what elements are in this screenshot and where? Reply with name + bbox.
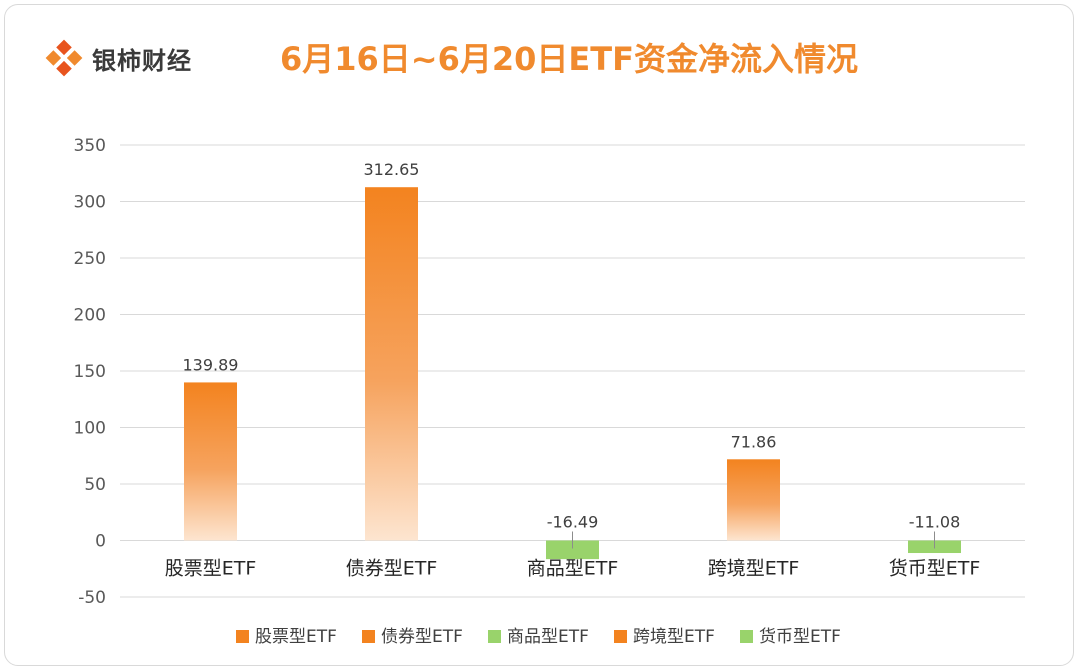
legend-label: 跨境型ETF bbox=[633, 627, 715, 647]
bar-1 bbox=[184, 382, 237, 541]
legend-label: 商品型ETF bbox=[507, 627, 589, 647]
category-label: 跨境型ETF bbox=[708, 558, 800, 580]
y-tick-label: 300 bbox=[74, 193, 106, 213]
bar-2 bbox=[365, 187, 418, 541]
category-label: 股票型ETF bbox=[165, 558, 257, 580]
brand-logo: 银柿财经 bbox=[44, 38, 192, 78]
data-label: -16.49 bbox=[547, 513, 599, 532]
chart-frame bbox=[4, 4, 1074, 666]
data-label: 139.89 bbox=[183, 355, 239, 374]
legend-swatch bbox=[236, 630, 249, 643]
y-tick-label: 0 bbox=[95, 532, 106, 552]
data-label: -11.08 bbox=[909, 513, 961, 532]
category-label: 债券型ETF bbox=[346, 558, 438, 580]
y-tick-label: 200 bbox=[74, 306, 106, 326]
category-label: 货币型ETF bbox=[889, 558, 981, 580]
bar-4 bbox=[727, 459, 780, 541]
y-tick-label: 100 bbox=[74, 419, 106, 439]
data-label: 312.65 bbox=[364, 160, 420, 179]
legend-label: 股票型ETF bbox=[255, 627, 337, 647]
legend-swatch bbox=[362, 630, 375, 643]
y-tick-label: 50 bbox=[84, 475, 106, 495]
category-label: 商品型ETF bbox=[527, 558, 619, 580]
y-tick-label: -50 bbox=[78, 588, 106, 608]
y-tick-label: 250 bbox=[74, 249, 106, 269]
legend-swatch bbox=[488, 630, 501, 643]
brand-name: 银柿财经 bbox=[92, 46, 192, 75]
legend-swatch bbox=[740, 630, 753, 643]
data-label: 71.86 bbox=[731, 432, 777, 451]
y-tick-label: 150 bbox=[74, 362, 106, 382]
legend-label: 债券型ETF bbox=[381, 627, 463, 647]
bar-3 bbox=[546, 540, 599, 560]
legend-swatch bbox=[614, 630, 627, 643]
chart-title: 6月16日~6月20日ETF资金净流入情况 bbox=[280, 40, 858, 78]
y-tick-label: 350 bbox=[74, 136, 106, 156]
brand-diamond-logo-icon bbox=[45, 39, 83, 77]
legend-label: 货币型ETF bbox=[759, 627, 841, 647]
